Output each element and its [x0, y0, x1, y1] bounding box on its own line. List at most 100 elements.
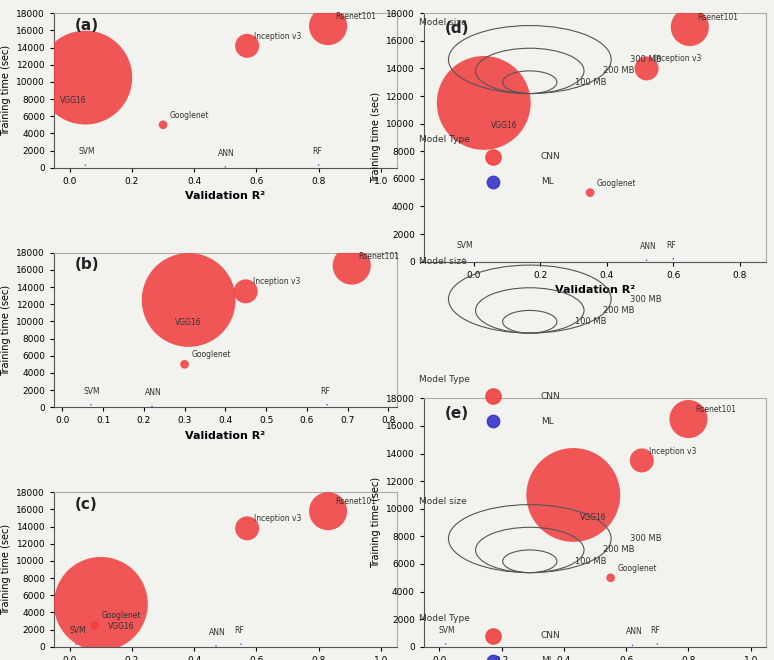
Text: 300 MB: 300 MB: [629, 55, 661, 64]
Text: Googlenet: Googlenet: [597, 179, 636, 187]
Text: 200 MB: 200 MB: [602, 67, 634, 75]
Point: [604, 572, 617, 583]
Text: Rsenet101: Rsenet101: [695, 405, 736, 414]
X-axis label: Validation R²: Validation R²: [555, 285, 635, 295]
Point: [79, 160, 91, 170]
Text: Googlenet: Googlenet: [101, 611, 141, 620]
Text: RF: RF: [320, 387, 330, 395]
Point: [79, 73, 91, 83]
Text: RF: RF: [312, 147, 321, 156]
Text: Inception v3: Inception v3: [252, 277, 300, 286]
Text: VGG16: VGG16: [491, 121, 517, 130]
Point: [219, 162, 231, 172]
Text: Googlenet: Googlenet: [618, 564, 657, 573]
Point: [667, 253, 680, 264]
Point: [84, 399, 97, 410]
Point: [322, 21, 334, 32]
Point: [683, 22, 696, 32]
Text: 300 MB: 300 MB: [629, 534, 661, 543]
Point: [567, 490, 580, 500]
Point: [487, 176, 499, 187]
Text: ANN: ANN: [209, 628, 226, 637]
Text: SVM: SVM: [84, 387, 101, 395]
Text: SVM: SVM: [78, 147, 95, 156]
Text: 100 MB: 100 MB: [575, 317, 607, 326]
Y-axis label: Training time (sec): Training time (sec): [371, 477, 381, 568]
Point: [345, 260, 358, 271]
Point: [626, 640, 639, 651]
Point: [94, 599, 107, 609]
Point: [640, 255, 652, 265]
Text: (b): (b): [75, 257, 99, 273]
X-axis label: Validation R²: Validation R²: [185, 191, 265, 201]
Text: VGG16: VGG16: [580, 513, 607, 522]
Text: 200 MB: 200 MB: [602, 306, 634, 315]
Text: Rsenet101: Rsenet101: [697, 13, 738, 22]
Text: Model Type: Model Type: [419, 614, 470, 623]
Point: [487, 631, 499, 642]
Text: Googlenet: Googlenet: [170, 111, 210, 120]
Y-axis label: Training time (sec): Training time (sec): [1, 45, 11, 136]
Text: CNN: CNN: [541, 632, 560, 640]
Text: ANN: ANN: [218, 148, 235, 158]
Point: [640, 63, 652, 74]
Point: [241, 523, 253, 533]
Text: Rsenet101: Rsenet101: [358, 251, 399, 261]
Text: ML: ML: [541, 177, 553, 186]
Text: ANN: ANN: [639, 242, 656, 251]
Text: CNN: CNN: [541, 392, 560, 401]
Point: [487, 416, 499, 426]
Point: [88, 620, 101, 630]
Point: [487, 152, 499, 162]
Point: [321, 399, 334, 410]
Text: VGG16: VGG16: [60, 96, 87, 104]
Point: [682, 414, 694, 424]
Text: Model Type: Model Type: [419, 375, 470, 384]
Text: ML: ML: [541, 656, 553, 660]
Y-axis label: Training time (sec): Training time (sec): [1, 284, 11, 376]
Text: (e): (e): [444, 406, 468, 421]
Text: (d): (d): [444, 20, 469, 36]
Text: SVM: SVM: [69, 626, 86, 635]
Text: CNN: CNN: [541, 152, 560, 162]
Point: [487, 391, 499, 402]
Text: Inception v3: Inception v3: [653, 55, 701, 63]
Text: 100 MB: 100 MB: [575, 78, 607, 86]
Point: [322, 506, 334, 516]
Text: Inception v3: Inception v3: [649, 447, 696, 455]
Text: Model Type: Model Type: [419, 135, 470, 145]
Y-axis label: Training time (sec): Training time (sec): [371, 92, 381, 183]
Point: [478, 98, 490, 108]
Text: RF: RF: [234, 626, 244, 635]
Point: [157, 119, 170, 130]
Text: Model size: Model size: [419, 497, 467, 506]
X-axis label: Validation R²: Validation R²: [185, 431, 265, 441]
Point: [440, 639, 452, 649]
Point: [584, 187, 596, 198]
Text: Googlenet: Googlenet: [191, 350, 231, 360]
Point: [313, 160, 325, 170]
Text: ML: ML: [541, 416, 553, 426]
Point: [457, 253, 470, 264]
Text: SVM: SVM: [457, 241, 474, 249]
Text: Model size: Model size: [419, 257, 467, 267]
Text: SVM: SVM: [439, 626, 455, 635]
Point: [241, 40, 253, 51]
Text: ANN: ANN: [625, 627, 642, 636]
Text: Inception v3: Inception v3: [254, 514, 301, 523]
Point: [146, 401, 158, 412]
Point: [635, 455, 648, 466]
Point: [651, 639, 663, 649]
Text: RF: RF: [666, 241, 676, 249]
Text: Model size: Model size: [419, 18, 467, 27]
Text: VGG16: VGG16: [175, 318, 201, 327]
Point: [235, 639, 247, 649]
Text: Inception v3: Inception v3: [254, 32, 301, 41]
Point: [70, 639, 82, 649]
Point: [239, 286, 252, 296]
Y-axis label: Training time (sec): Training time (sec): [1, 524, 11, 615]
Text: 100 MB: 100 MB: [575, 557, 607, 566]
Text: Rsenet101: Rsenet101: [335, 12, 376, 21]
Point: [210, 641, 222, 651]
Text: RF: RF: [650, 626, 660, 635]
